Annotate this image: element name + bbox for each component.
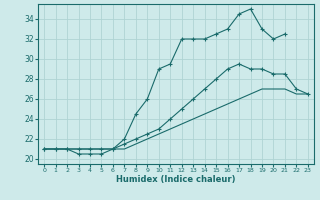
X-axis label: Humidex (Indice chaleur): Humidex (Indice chaleur) [116,175,236,184]
